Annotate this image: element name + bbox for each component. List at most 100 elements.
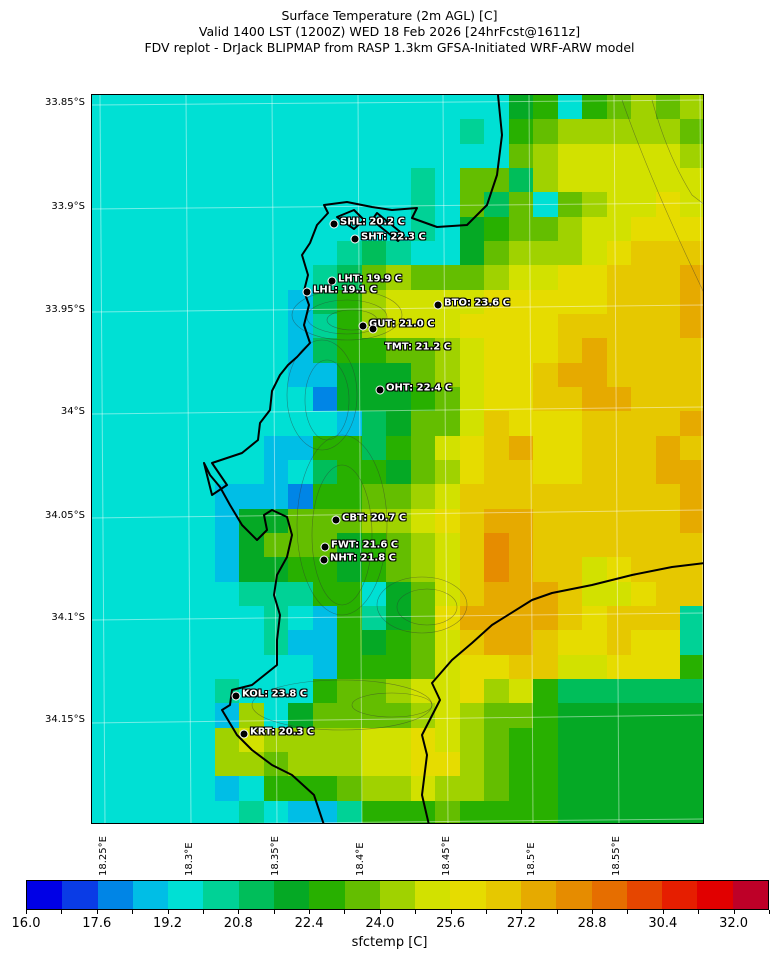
grid-cell xyxy=(557,679,583,704)
colorbar-tick-label: 30.4 xyxy=(648,916,678,931)
grid-cell xyxy=(214,241,240,266)
colorbar-tick-label: 16.0 xyxy=(11,916,41,931)
station-label-lht: LHT: 19.9 C xyxy=(338,273,402,285)
grid-cell xyxy=(141,630,167,656)
station-label-gut: GUT: 21.0 C xyxy=(369,318,435,330)
grid-cell xyxy=(606,362,633,388)
grid-cell xyxy=(582,387,608,412)
grid-cell xyxy=(582,727,608,753)
grid-cell xyxy=(214,654,240,680)
grid-cell xyxy=(680,727,703,753)
grid-cell xyxy=(92,168,118,193)
grid-cell xyxy=(459,533,485,558)
grid-cell xyxy=(680,679,703,704)
grid-cell xyxy=(557,362,583,388)
grid-cell xyxy=(582,606,608,631)
grid-cell xyxy=(288,800,314,823)
grid-cell xyxy=(410,460,436,485)
grid-cell xyxy=(533,727,559,753)
grid-cell xyxy=(386,654,412,680)
grid-cell xyxy=(92,362,118,388)
grid-cell xyxy=(116,143,142,169)
grid-cell xyxy=(337,508,363,534)
grid-cell xyxy=(214,362,240,388)
y-tick-label: 33.9°S xyxy=(51,201,85,212)
grid-cell xyxy=(92,460,118,485)
colorbar-bin xyxy=(450,881,486,909)
grid-cell xyxy=(361,630,387,656)
grid-cell xyxy=(141,654,167,680)
grid-cell xyxy=(214,411,240,437)
grid-cell xyxy=(680,508,703,534)
grid-cell xyxy=(288,606,314,631)
grid-cell xyxy=(288,216,314,242)
grid-cell xyxy=(582,800,608,823)
grid-cell xyxy=(116,800,142,823)
grid-cell xyxy=(141,411,167,437)
grid-cell xyxy=(165,703,191,729)
colorbar-tick xyxy=(521,910,523,914)
grid-cell xyxy=(631,289,657,315)
colorbar-tick-label: 17.6 xyxy=(82,916,112,931)
grid-cell xyxy=(459,679,485,704)
grid-cell xyxy=(263,338,289,364)
grid-cell xyxy=(484,581,510,607)
grid-cell xyxy=(582,654,608,680)
grid-cell xyxy=(410,95,436,120)
grid-cell xyxy=(459,703,485,729)
grid-cell xyxy=(361,411,387,437)
grid-cell xyxy=(214,435,240,461)
grid-cell xyxy=(582,703,608,729)
grid-cell xyxy=(459,362,485,388)
grid-cell xyxy=(141,289,167,315)
grid-cell xyxy=(655,484,682,510)
grid-cell xyxy=(337,606,363,631)
grid-cell xyxy=(190,703,216,729)
grid-cell xyxy=(655,727,682,753)
grid-cell xyxy=(116,776,142,802)
colorbar-tick-label: 20.8 xyxy=(223,916,253,931)
grid-cell xyxy=(631,654,657,680)
grid-cell xyxy=(582,143,608,169)
grid-cell xyxy=(508,435,534,461)
grid-cell xyxy=(484,679,510,704)
grid-cell xyxy=(484,119,510,145)
grid-cell xyxy=(582,508,608,534)
grid-cell xyxy=(190,752,216,777)
colorbar-bin xyxy=(238,881,274,909)
grid-cell xyxy=(263,484,289,510)
grid-cell xyxy=(141,484,167,510)
colorbar-tick xyxy=(167,910,169,914)
grid-cell xyxy=(680,289,703,315)
grid-cell xyxy=(116,338,142,364)
colorbar-bin xyxy=(556,881,592,909)
grid-cell xyxy=(165,119,191,145)
grid-cell xyxy=(435,435,461,461)
grid-cell xyxy=(410,168,436,193)
grid-cell xyxy=(631,508,657,534)
colorbar-tick xyxy=(238,910,240,914)
grid-cell xyxy=(165,338,191,364)
station-label-shl: SHL: 20.2 C xyxy=(340,216,405,228)
grid-cell xyxy=(288,192,314,218)
station-label-tmt: TMT: 21.2 C xyxy=(385,341,452,353)
grid-cell xyxy=(239,289,265,315)
grid-cell xyxy=(459,435,485,461)
grid-cell xyxy=(435,338,461,364)
grid-cell xyxy=(606,630,633,656)
grid-cell xyxy=(631,460,657,485)
grid-cell xyxy=(459,265,485,291)
grid-cell xyxy=(116,703,142,729)
colorbar-bin xyxy=(344,881,380,909)
grid-cell xyxy=(337,119,363,145)
grid-cell xyxy=(508,703,534,729)
grid-cell xyxy=(410,216,436,242)
grid-cell xyxy=(533,265,559,291)
chart-subtitle-model: FDV replot - DrJack BLIPMAP from RASP 1.… xyxy=(144,40,635,55)
grid-cell xyxy=(116,265,142,291)
y-tick-label: 34.15°S xyxy=(45,714,85,725)
colorbar-tick-label: 28.8 xyxy=(577,916,607,931)
grid-cell xyxy=(631,533,657,558)
grid-cell xyxy=(459,95,485,120)
grid-cell xyxy=(165,581,191,607)
